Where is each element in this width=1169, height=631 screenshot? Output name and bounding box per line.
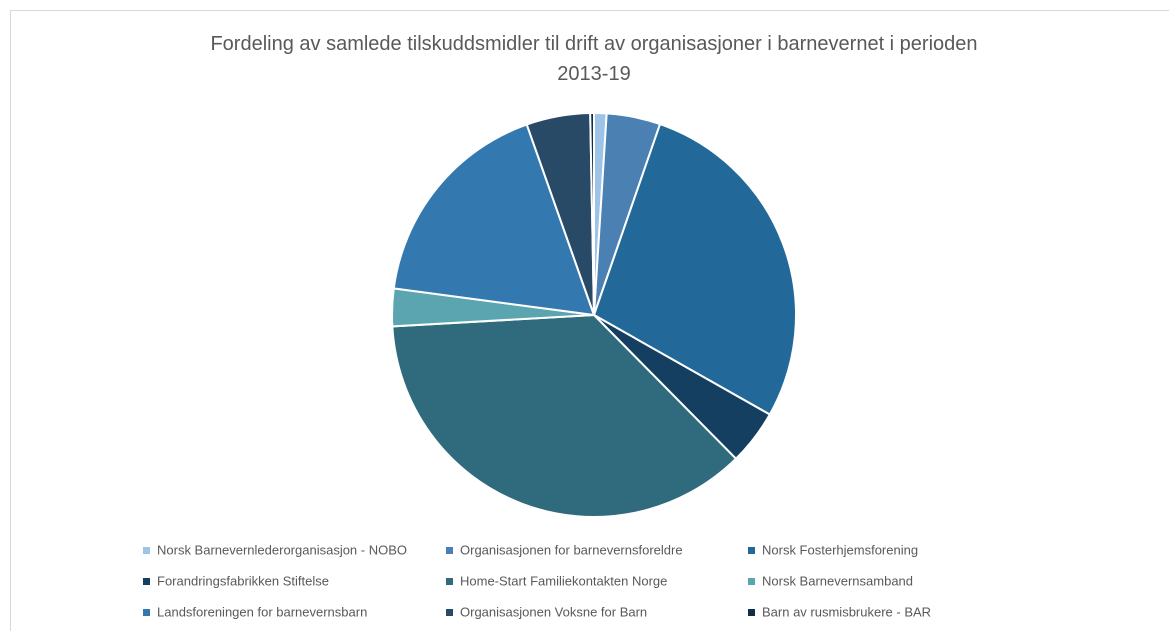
chart-title: Fordeling av samlede tilskuddsmidler til… [210, 33, 977, 85]
pie-slice [391, 313, 738, 518]
legend-label: Landsforeningen for barnevernsbarn [157, 604, 367, 619]
legend-label: Norsk Fosterhjemsforening [762, 542, 918, 557]
legend-swatch [143, 609, 150, 616]
legend-label: Organisasjonen Voksne for Barn [460, 604, 647, 619]
legend-swatch [446, 609, 453, 616]
legend-label: Barn av rusmisbrukere - BAR [762, 604, 931, 619]
legend-swatch [748, 547, 755, 554]
legend-label: Norsk Barnevernsamband [762, 573, 913, 588]
legend-label: Forandringsfabrikken Stiftelse [157, 573, 329, 588]
legend-swatch [446, 547, 453, 554]
legend-swatch [143, 578, 150, 585]
pie-slice [589, 111, 595, 316]
legend-swatch [748, 609, 755, 616]
legend-swatch [143, 547, 150, 554]
pie-slice [392, 123, 596, 317]
legend-label: Norsk Barnevernlederorganisasjon - NOBO [157, 542, 407, 557]
legend-swatch [748, 578, 755, 585]
legend-label: Organisasjonen for barnevernsforeldre [460, 542, 683, 557]
legend-swatch [446, 578, 453, 585]
legend-label: Home-Start Familiekontakten Norge [460, 573, 667, 588]
pie-slice [592, 122, 797, 416]
